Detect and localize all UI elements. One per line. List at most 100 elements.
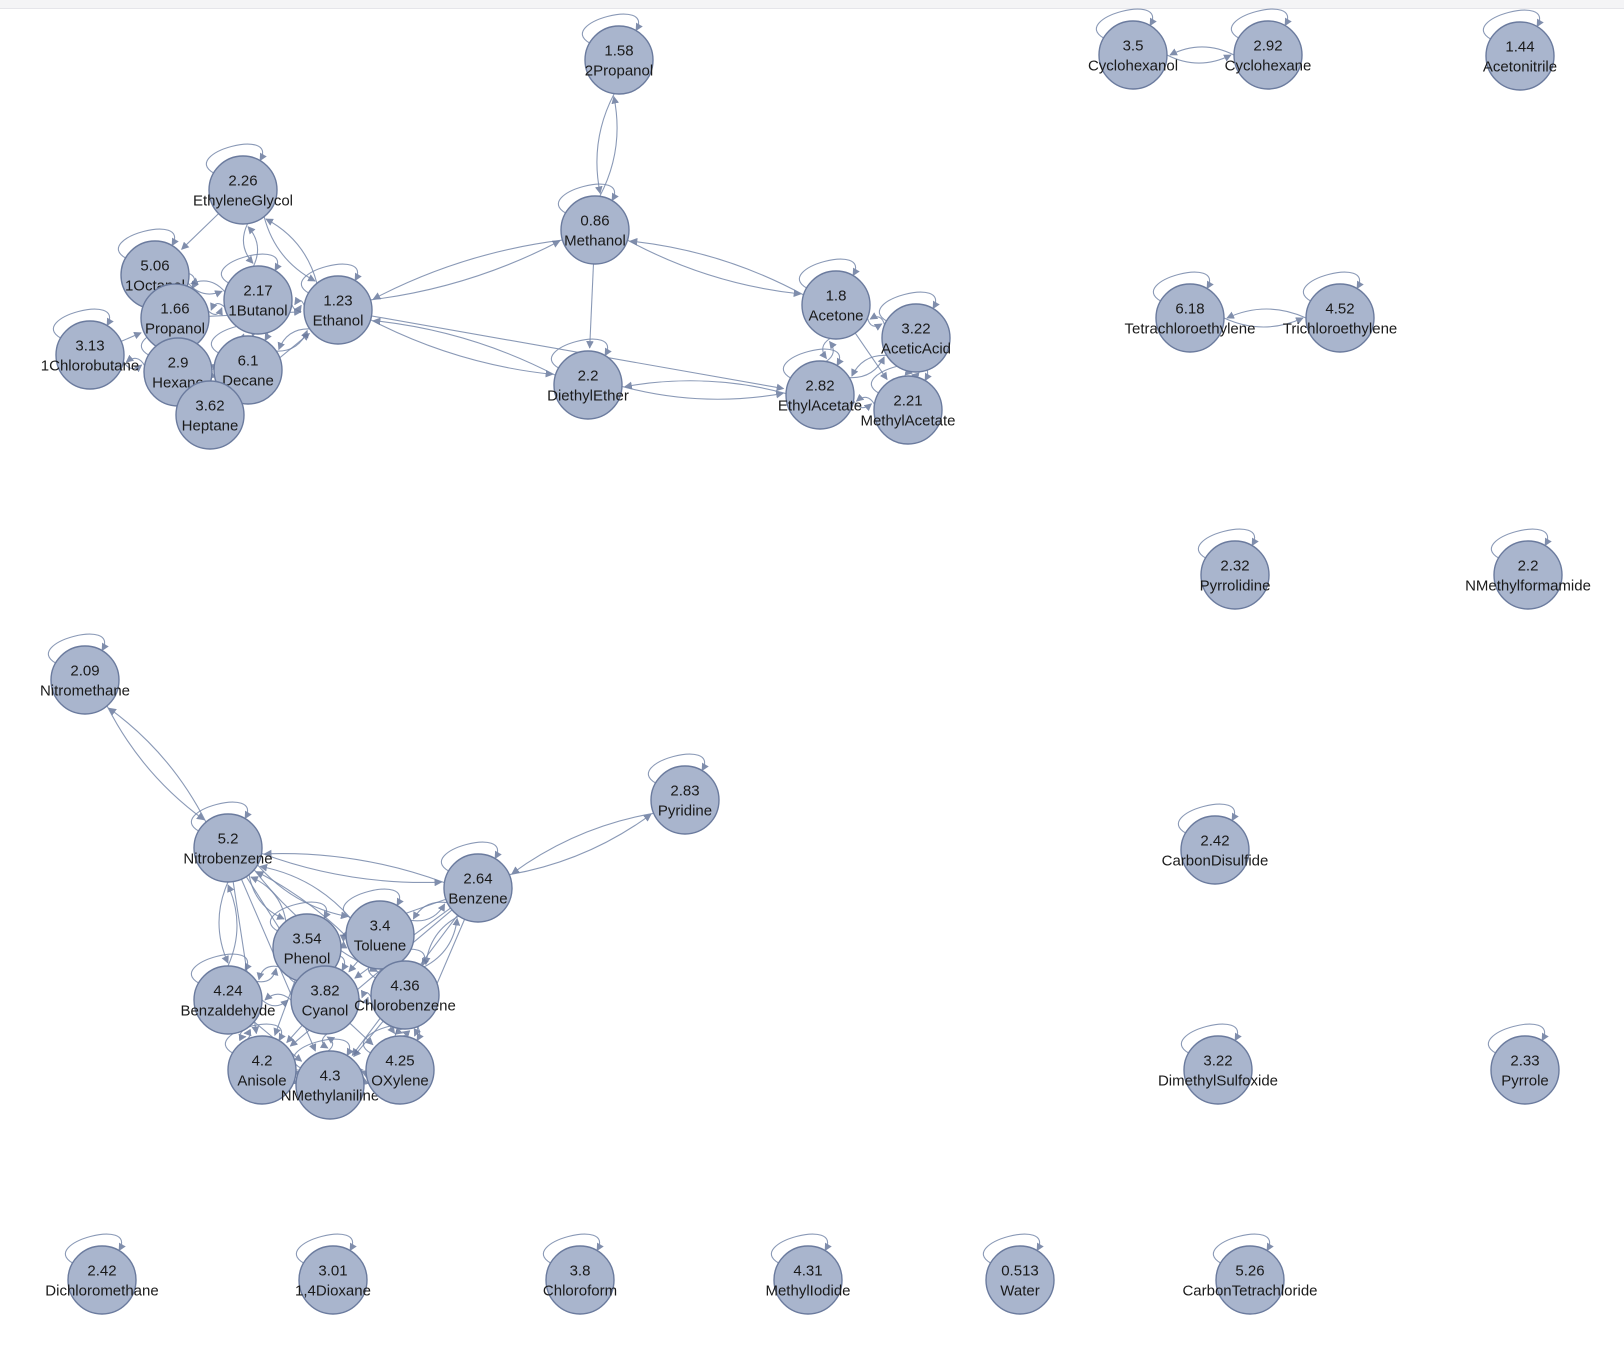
- node-label: Chloroform: [543, 1283, 617, 1300]
- graph-node[interactable]: 4.52Trichloroethylene: [1283, 284, 1398, 352]
- node-value: 5.06: [140, 258, 169, 275]
- node-value: 0.86: [580, 213, 609, 230]
- edge: [512, 813, 654, 873]
- edge: [627, 240, 800, 294]
- graph-node[interactable]: 2.32Pyrrolidine: [1200, 541, 1271, 609]
- graph-node[interactable]: 3.5Cyclohexanol: [1088, 21, 1178, 89]
- node-label: 1,4Dioxane: [295, 1283, 371, 1300]
- graph-node[interactable]: 5.2Nitrobenzene: [183, 814, 272, 882]
- node-value: 1.66: [160, 301, 189, 318]
- graph-node[interactable]: 3.62Heptane: [176, 381, 244, 449]
- graph-node[interactable]: 2.42CarbonDisulfide: [1162, 816, 1269, 884]
- graph-node[interactable]: 2.83Pyridine: [651, 766, 719, 834]
- graph-node[interactable]: 3.8 Chloroform: [543, 1246, 617, 1314]
- edge: [590, 264, 594, 348]
- graph-node[interactable]: 3.4Toluene: [346, 901, 414, 969]
- graph-node[interactable]: 1.44Acetonitrile: [1483, 22, 1557, 90]
- node-circle: [774, 1246, 842, 1314]
- graph-node[interactable]: 2.82 EthylAcetate: [778, 361, 862, 429]
- node-circle: [786, 361, 854, 429]
- edge: [295, 300, 305, 305]
- graph-node[interactable]: 4.25OXylene: [366, 1036, 434, 1104]
- edge: [597, 94, 614, 194]
- graph-node[interactable]: 3.01 1,4Dioxane: [295, 1246, 371, 1314]
- node-value: 2.21: [893, 393, 922, 410]
- graph-node[interactable]: 2.64Benzene: [444, 854, 512, 922]
- node-label: Tetrachloroethylene: [1125, 321, 1256, 338]
- node-label: Trichloroethylene: [1283, 321, 1398, 338]
- node-value: 2.42: [87, 1263, 116, 1280]
- node-circle: [366, 1036, 434, 1104]
- node-value: 2.9: [168, 355, 189, 372]
- node-value: 3.22: [1203, 1053, 1232, 1070]
- node-circle: [986, 1246, 1054, 1314]
- graph-node[interactable]: 5.26CarbonTetrachloride: [1182, 1246, 1317, 1314]
- graph-node[interactable]: 1.8Acetone: [802, 271, 870, 339]
- edge: [411, 904, 445, 921]
- node-label: MethylIodide: [765, 1283, 850, 1300]
- node-label: Cyclohexanol: [1088, 58, 1178, 75]
- edge: [265, 994, 291, 1000]
- graph-node[interactable]: 2.171Butanol: [224, 266, 292, 334]
- node-circle: [1306, 284, 1374, 352]
- node-value: 2.2: [578, 368, 599, 385]
- node-label: OXylene: [371, 1073, 429, 1090]
- node-circle: [882, 304, 950, 372]
- node-value: 5.26: [1235, 1263, 1264, 1280]
- edge: [121, 333, 141, 342]
- graph-node[interactable]: 3.22DimethylSulfoxide: [1158, 1036, 1278, 1104]
- edge: [1170, 47, 1234, 55]
- graph-node[interactable]: 2.92Cyclohexane: [1225, 21, 1312, 89]
- edge: [1227, 309, 1306, 318]
- graph-node[interactable]: 3.82Cyanol: [291, 966, 359, 1034]
- graph-node[interactable]: 6.18Tetrachloroethylene: [1125, 284, 1256, 352]
- edge: [265, 854, 445, 883]
- edge: [373, 240, 562, 299]
- graph-node[interactable]: 2.2NMethylformamide: [1465, 541, 1591, 609]
- node-value: 4.36: [390, 978, 419, 995]
- edge: [373, 321, 555, 376]
- node-circle: [561, 196, 629, 264]
- node-label: Nitromethane: [40, 683, 130, 700]
- graph-node[interactable]: 2.21MethylAcetate: [860, 376, 955, 444]
- edge: [249, 875, 284, 919]
- node-label: 1Butanol: [228, 303, 287, 320]
- node-value: 3.82: [310, 983, 339, 1000]
- edge: [322, 1034, 328, 1048]
- node-circle: [1181, 816, 1249, 884]
- graph-node[interactable]: 3.22AceticAcid: [881, 304, 951, 372]
- edge: [208, 308, 222, 315]
- node-label: Benzaldehyde: [180, 1003, 275, 1020]
- node-value: 3.8: [570, 1263, 591, 1280]
- graph-node[interactable]: 2.09 Nitromethane: [40, 646, 130, 714]
- edge: [424, 919, 457, 967]
- graph-node[interactable]: 2.26EthyleneGlycol: [193, 156, 293, 224]
- graph-node[interactable]: 3.131Chlorobutane: [41, 321, 139, 389]
- node-circle: [304, 276, 372, 344]
- edge: [509, 814, 651, 874]
- node-value: 3.22: [901, 321, 930, 338]
- node-label: EthylAcetate: [778, 398, 862, 415]
- graph-node[interactable]: 2.2DiethylEther: [547, 351, 629, 419]
- node-value: 2.82: [805, 378, 834, 395]
- node-label: Ethanol: [313, 313, 364, 330]
- node-value: 5.2: [218, 831, 239, 848]
- node-circle: [371, 961, 439, 1029]
- node-label: Cyclohexane: [1225, 58, 1312, 75]
- node-value: 3.01: [318, 1263, 347, 1280]
- node-value: 2.09: [70, 663, 99, 680]
- graph-node[interactable]: 2.33Pyrrole: [1491, 1036, 1559, 1104]
- graph-node[interactable]: 0.86Methanol: [561, 196, 629, 264]
- node-circle: [1184, 1036, 1252, 1104]
- node-circle: [802, 271, 870, 339]
- node-value: 2.83: [670, 783, 699, 800]
- node-value: 3.4: [370, 918, 391, 935]
- node-value: 0.513: [1001, 1263, 1039, 1280]
- graph-node[interactable]: 4.31MethylIodide: [765, 1246, 850, 1314]
- graph-node[interactable]: 2.42Dichloromethane: [45, 1246, 158, 1314]
- edge: [256, 968, 276, 981]
- graph-node[interactable]: 1.23Ethanol: [304, 276, 372, 344]
- node-label: 2Propanol: [585, 63, 653, 80]
- graph-node[interactable]: 1.582Propanol: [585, 26, 653, 94]
- graph-node[interactable]: 0.513Water: [986, 1246, 1054, 1314]
